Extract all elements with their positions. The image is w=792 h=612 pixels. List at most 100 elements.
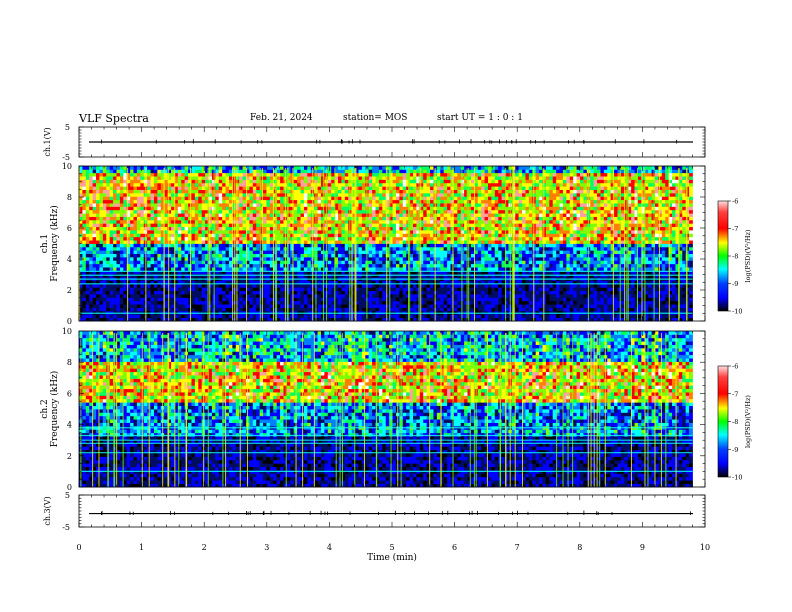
spectrogram-cell bbox=[423, 314, 428, 319]
spectrogram-cell bbox=[153, 182, 158, 187]
spectrogram-cell bbox=[338, 186, 342, 190]
spectrogram-cell bbox=[290, 230, 295, 234]
spectrogram-cell bbox=[106, 169, 111, 174]
spectrogram-cell bbox=[198, 196, 203, 201]
spectrogram-cell bbox=[140, 263, 145, 268]
spectrogram-cell bbox=[413, 246, 417, 251]
spectrogram-cell bbox=[235, 182, 240, 187]
spectrogram-cell bbox=[300, 176, 305, 180]
spectrogram-cell bbox=[419, 267, 424, 271]
spectrogram-cell bbox=[409, 166, 414, 170]
spectrogram-cell bbox=[194, 307, 199, 312]
spectrogram-cell bbox=[205, 246, 209, 251]
spectrogram-cell bbox=[426, 209, 431, 214]
spectrogram-cell bbox=[423, 307, 428, 312]
spectrogram-cell bbox=[130, 304, 134, 308]
spectrogram-cell bbox=[385, 270, 390, 275]
spectrogram-cell bbox=[184, 263, 189, 268]
spectrogram-cell bbox=[382, 223, 387, 228]
spectrogram-cell bbox=[218, 206, 223, 211]
spectrogram-cell bbox=[307, 166, 312, 170]
spectrogram-cell bbox=[256, 206, 261, 211]
spectrogram-cell bbox=[338, 176, 342, 180]
spectrogram-cell bbox=[102, 199, 107, 204]
spectrogram-cell bbox=[423, 172, 428, 177]
spectrogram-cell bbox=[399, 189, 404, 194]
spectrogram-cell bbox=[327, 283, 332, 288]
spectrogram-cell bbox=[419, 246, 424, 251]
spectrogram-cell bbox=[89, 219, 94, 224]
spectrogram-cell bbox=[102, 243, 107, 248]
spectrogram-cell bbox=[201, 300, 206, 305]
spectrogram-cell bbox=[409, 196, 414, 201]
spectrogram-cell bbox=[194, 236, 199, 241]
spectrogram-cell bbox=[246, 199, 250, 204]
spectrogram-cell bbox=[225, 172, 230, 177]
spectrogram-cell bbox=[320, 179, 325, 184]
spectrogram-cell bbox=[266, 253, 271, 258]
spectrogram-cell bbox=[368, 263, 373, 268]
spectrogram-cell bbox=[269, 294, 274, 298]
spectrogram-cell bbox=[266, 206, 271, 211]
spectrogram-cell bbox=[358, 270, 363, 275]
spectrogram-cell bbox=[181, 206, 186, 211]
spectrogram-cell bbox=[300, 182, 305, 187]
spectrogram-cell bbox=[286, 206, 291, 211]
spectrogram-cell bbox=[184, 233, 189, 238]
spectrogram-cell bbox=[201, 317, 206, 322]
spectrogram-cell bbox=[256, 270, 261, 275]
spectrogram-cell bbox=[423, 317, 428, 322]
spectrogram-cell bbox=[239, 219, 243, 224]
spectrogram-cell bbox=[286, 240, 291, 244]
spectrogram-cell bbox=[160, 166, 165, 170]
spectrogram-cell bbox=[249, 219, 254, 224]
spectrogram-cell bbox=[119, 186, 124, 190]
spectrogram-cell bbox=[286, 179, 291, 184]
spectrogram-cell bbox=[181, 240, 186, 244]
spectrogram-cell bbox=[259, 230, 264, 234]
spectrogram-cell bbox=[164, 253, 169, 258]
spectrogram-cell bbox=[409, 233, 414, 238]
spectrogram-cell bbox=[150, 226, 155, 231]
spectrogram-cell bbox=[263, 209, 267, 214]
spectrogram-cell bbox=[413, 223, 417, 228]
spectrogram-cell bbox=[413, 256, 417, 261]
spectrogram-cell bbox=[440, 186, 445, 190]
spectrogram-cell bbox=[96, 169, 100, 174]
spectrogram-cell bbox=[372, 290, 376, 295]
spectrogram-cell bbox=[136, 206, 141, 211]
spectrogram-cell bbox=[157, 213, 162, 217]
spectrogram-cell bbox=[259, 219, 264, 224]
spectrogram-cell bbox=[198, 280, 203, 285]
spectrogram-cell bbox=[385, 189, 390, 194]
spectrogram-cell bbox=[413, 176, 417, 180]
spectrogram-cell bbox=[205, 280, 209, 285]
spectrogram-cell bbox=[198, 182, 203, 187]
spectrogram-cell bbox=[109, 176, 114, 180]
spectrogram-cell bbox=[290, 290, 295, 295]
spectrogram-cell bbox=[160, 300, 165, 305]
spectrogram-cell bbox=[419, 240, 424, 244]
spectrogram-cell bbox=[201, 219, 206, 224]
spectrogram-cell bbox=[140, 230, 145, 234]
spectrogram-cell bbox=[317, 243, 322, 248]
spectrogram-cell bbox=[140, 287, 145, 292]
spectrogram-cell bbox=[89, 253, 94, 258]
spectrogram-cell bbox=[249, 166, 254, 170]
spectrogram-cell bbox=[239, 267, 243, 271]
spectrogram-cell bbox=[372, 209, 376, 214]
spectrogram-cell bbox=[92, 182, 97, 187]
spectrogram-cell bbox=[99, 240, 104, 244]
spectrogram-cell bbox=[113, 243, 117, 248]
spectrogram-cell bbox=[263, 304, 267, 308]
spectrogram-cell bbox=[198, 209, 203, 214]
spectrogram-cell bbox=[235, 176, 240, 180]
spectrogram-cell bbox=[174, 233, 179, 238]
spectrogram-cell bbox=[252, 206, 257, 211]
spectrogram-cell bbox=[99, 226, 104, 231]
spectrogram-cell bbox=[392, 206, 397, 211]
spectrogram-cell bbox=[150, 219, 155, 224]
spectrogram-cell bbox=[290, 263, 295, 268]
spectrogram-cell bbox=[297, 263, 301, 268]
spectrogram-cell bbox=[133, 199, 138, 204]
